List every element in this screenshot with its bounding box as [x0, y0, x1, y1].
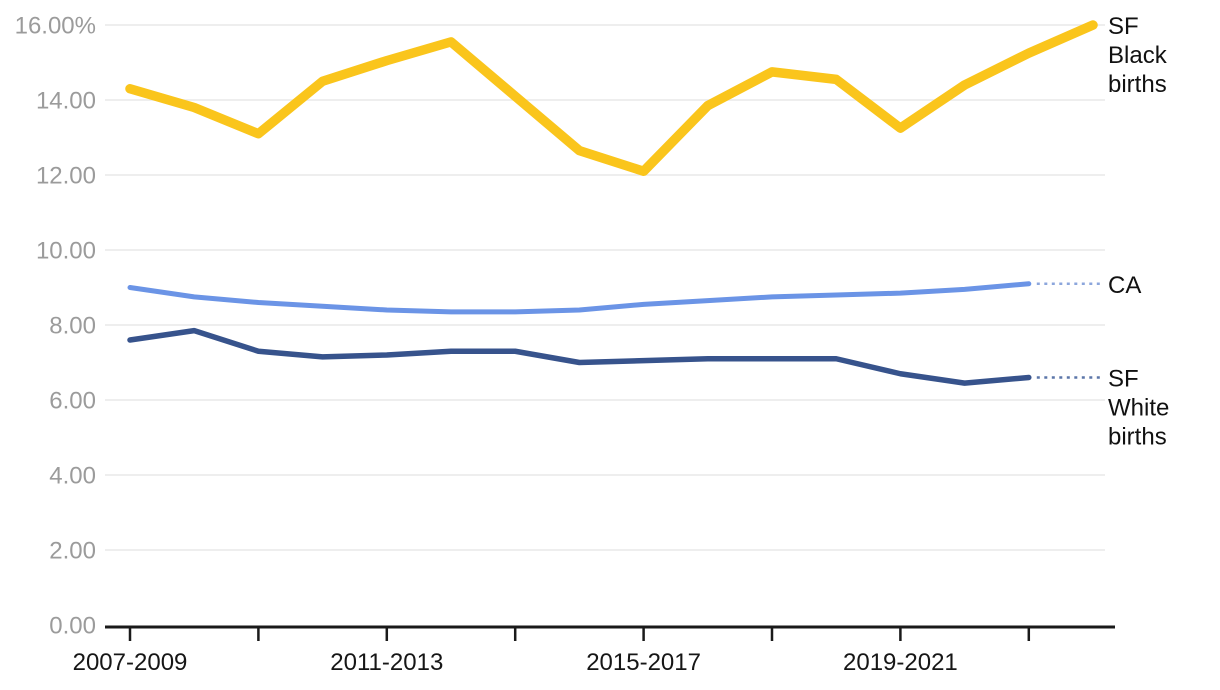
- series-line-ca: [127, 281, 1032, 315]
- x-axis-label: 2007-2009: [73, 649, 188, 676]
- series-label: SF Black births: [1108, 13, 1168, 98]
- x-axis-label: 2019-2021: [843, 649, 958, 676]
- y-axis-label: 0.00: [49, 613, 96, 640]
- series-line-sf-black-births: [125, 20, 1098, 176]
- y-axis-label: 8.00: [49, 313, 96, 340]
- y-axis-label: 12.00: [36, 163, 96, 190]
- series-line-sf-white-births: [127, 327, 1032, 386]
- y-axis-label: 4.00: [49, 463, 96, 490]
- y-axis-label: 14.00: [36, 88, 96, 115]
- x-axis-label: 2015-2017: [586, 649, 701, 676]
- y-axis-label: 6.00: [49, 388, 96, 415]
- y-axis-label: 16.00%: [15, 13, 96, 40]
- y-axis-label: 10.00: [36, 238, 96, 265]
- x-axis-label: 2011-2013: [330, 649, 443, 676]
- series-label: SF White births: [1108, 366, 1169, 451]
- y-axis-label: 2.00: [49, 538, 96, 565]
- series-label: CA: [1108, 272, 1141, 299]
